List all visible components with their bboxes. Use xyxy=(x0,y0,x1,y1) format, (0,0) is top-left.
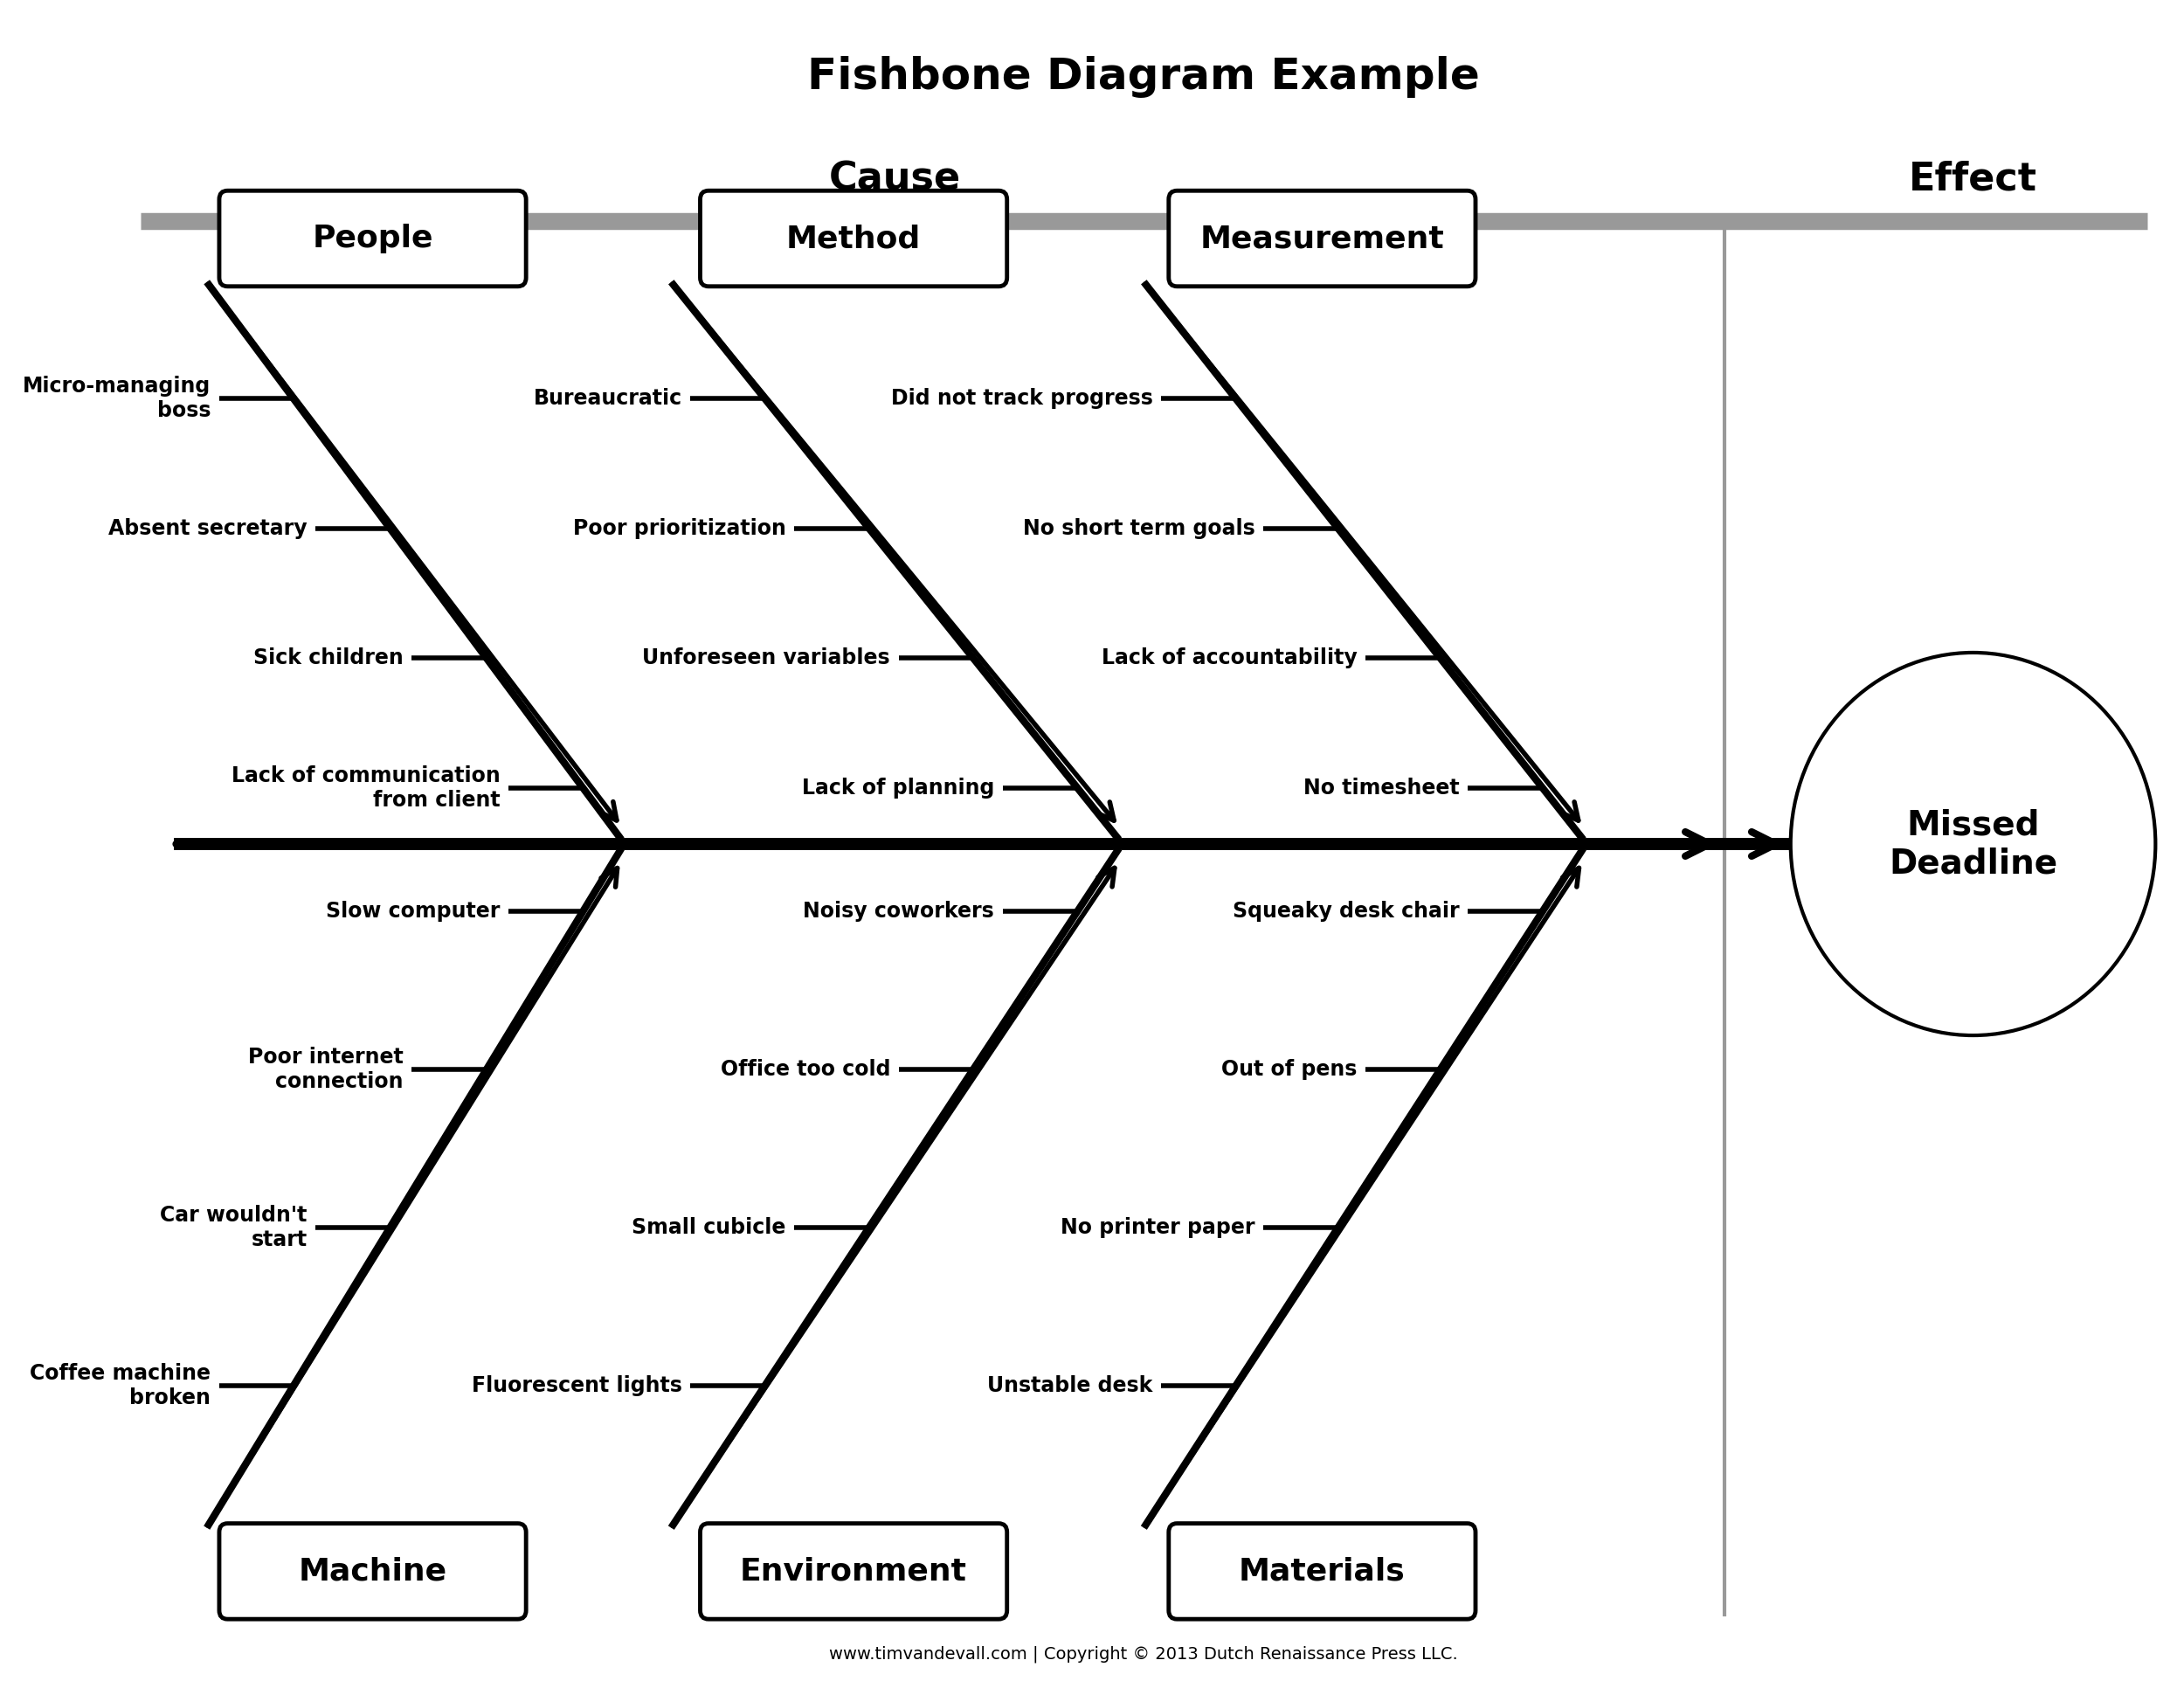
Text: Measurement: Measurement xyxy=(1199,225,1444,253)
Text: People: People xyxy=(312,225,432,253)
FancyBboxPatch shape xyxy=(701,191,1007,287)
Text: Fluorescent lights: Fluorescent lights xyxy=(472,1376,681,1396)
Text: Noisy coworkers: Noisy coworkers xyxy=(804,901,994,922)
Text: Sick children: Sick children xyxy=(253,648,404,668)
Text: Coffee machine
broken: Coffee machine broken xyxy=(31,1362,210,1408)
Text: www.timvandevall.com | Copyright © 2013 Dutch Renaissance Press LLC.: www.timvandevall.com | Copyright © 2013 … xyxy=(830,1646,1459,1663)
FancyBboxPatch shape xyxy=(701,1524,1007,1619)
Text: Method: Method xyxy=(786,225,922,253)
Text: Micro-managing
boss: Micro-managing boss xyxy=(22,376,210,422)
Text: Environment: Environment xyxy=(740,1556,968,1587)
Text: Unforeseen variables: Unforeseen variables xyxy=(642,648,891,668)
Text: Effect: Effect xyxy=(1909,160,2038,197)
Text: Poor internet
connection: Poor internet connection xyxy=(249,1047,404,1092)
Text: Car wouldn't
start: Car wouldn't start xyxy=(159,1205,308,1251)
Text: No timesheet: No timesheet xyxy=(1304,776,1459,798)
Text: Lack of communication
from client: Lack of communication from client xyxy=(232,765,500,810)
FancyBboxPatch shape xyxy=(1168,191,1476,287)
Text: Cause: Cause xyxy=(830,160,961,197)
FancyBboxPatch shape xyxy=(218,1524,526,1619)
Text: Squeaky desk chair: Squeaky desk chair xyxy=(1232,901,1459,922)
Text: Lack of accountability: Lack of accountability xyxy=(1101,648,1356,668)
Text: No printer paper: No printer paper xyxy=(1061,1217,1256,1237)
Text: Bureaucratic: Bureaucratic xyxy=(533,388,681,408)
Text: Poor prioritization: Poor prioritization xyxy=(572,518,786,538)
FancyBboxPatch shape xyxy=(218,191,526,287)
Ellipse shape xyxy=(1791,653,2156,1035)
Text: Did not track progress: Did not track progress xyxy=(891,388,1153,408)
Text: No short term goals: No short term goals xyxy=(1022,518,1256,538)
Text: Unstable desk: Unstable desk xyxy=(987,1376,1153,1396)
Text: Machine: Machine xyxy=(299,1556,448,1587)
Text: Small cubicle: Small cubicle xyxy=(631,1217,786,1237)
Text: Out of pens: Out of pens xyxy=(1221,1058,1356,1080)
Text: Missed
Deadline: Missed Deadline xyxy=(1889,809,2057,879)
Text: Fishbone Diagram Example: Fishbone Diagram Example xyxy=(808,56,1481,98)
Text: Slow computer: Slow computer xyxy=(325,901,500,922)
Text: Lack of planning: Lack of planning xyxy=(802,776,994,798)
Text: Absent secretary: Absent secretary xyxy=(109,518,308,538)
Text: Office too cold: Office too cold xyxy=(721,1058,891,1080)
FancyBboxPatch shape xyxy=(1168,1524,1476,1619)
Text: Materials: Materials xyxy=(1238,1556,1406,1587)
